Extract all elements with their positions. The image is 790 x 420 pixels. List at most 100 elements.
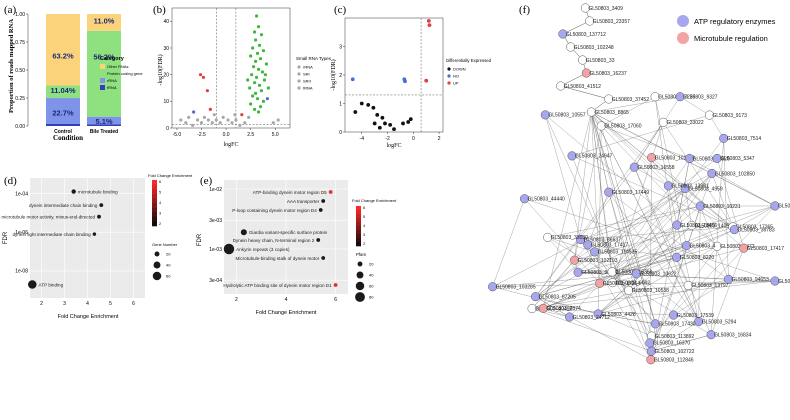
data-point	[259, 33, 264, 37]
network-node	[586, 107, 596, 117]
data-point	[375, 113, 380, 117]
network-edge	[711, 173, 733, 227]
colorbar-step	[152, 221, 157, 227]
data-point	[265, 97, 269, 101]
network-edge	[601, 96, 656, 127]
bubble-point	[28, 280, 37, 289]
network-node-label: GL50803_16237	[589, 71, 626, 77]
panel-f: (f) GL50803_3409 GL50803_23357 GL50803_137…	[488, 3, 790, 365]
network-edge	[591, 111, 699, 322]
panel-a-legend-label: Other RNAs	[107, 64, 129, 69]
network-edge	[608, 192, 699, 322]
data-point	[427, 23, 432, 28]
panel-a-data-label: 56.2%	[93, 53, 115, 62]
panel-c-ylabel: -log10(FDR)	[330, 59, 337, 90]
network-node-label: GL50803_10622	[639, 272, 676, 278]
network-node-label: GL50803_17060	[604, 124, 641, 130]
network-node	[687, 220, 697, 231]
network-node	[695, 201, 705, 211]
data-point	[258, 105, 263, 109]
panel-a-ytick-label: 0.50	[15, 68, 25, 74]
network-edge	[685, 188, 692, 226]
bubble-label: dynein light intermediate chain binding	[13, 232, 92, 237]
network-node	[567, 151, 577, 161]
colorbar-tick-label: 5	[363, 215, 365, 219]
network-edge	[686, 245, 718, 247]
colorbar-step	[356, 206, 361, 211]
data-point	[214, 118, 218, 122]
colorbar-tick-label: 4	[159, 201, 161, 205]
y-tick-label: 30	[163, 46, 169, 52]
network-edge	[591, 111, 735, 230]
network-edge	[591, 111, 776, 207]
network-node-label: GL50803_7874	[546, 306, 581, 312]
x-tick-label: -4	[360, 136, 365, 142]
data-point	[388, 122, 393, 127]
network-node	[681, 241, 691, 251]
network-node	[658, 117, 668, 127]
network-edge	[580, 239, 652, 360]
data-point	[205, 89, 209, 93]
colorbar-step	[152, 212, 157, 218]
data-point	[249, 102, 253, 106]
network-edge	[524, 198, 600, 284]
network-node-label: GL50803_33022	[666, 120, 703, 126]
data-point	[198, 73, 203, 77]
network-node-label: GL50803_40496	[535, 306, 572, 312]
network-edge	[611, 173, 713, 272]
panel-a-data-label: 11.0%	[94, 17, 115, 26]
y-tick-label: 0	[166, 126, 169, 132]
size-legend-bubble	[355, 292, 365, 302]
panel-d-xlabel: Fold Change Enrichment	[58, 314, 119, 320]
bubble-point	[240, 229, 247, 236]
network-node	[739, 243, 749, 253]
y-tick-label: 3e-04	[209, 278, 222, 284]
bubble-label: Giardia variant-specific surface protein	[249, 230, 328, 235]
colorbar-step	[152, 207, 157, 213]
data-point	[233, 113, 237, 117]
colorbar-tick-label: 5	[159, 191, 161, 195]
network-node	[578, 55, 588, 65]
data-point	[377, 125, 382, 130]
colorbar-tick-label: 3	[159, 212, 161, 216]
panel-d-colorbar-title: Fold Change Enrichment	[148, 173, 193, 178]
network-node-label: GL50803_5472	[720, 244, 755, 250]
panel-e-size-title: Pfam	[356, 252, 366, 257]
network-edge	[591, 111, 637, 274]
network-node-label: GL50803_17417	[591, 243, 628, 249]
bubble-label: Hydrolytic ATP binding site of dynein mo…	[223, 283, 332, 288]
data-point	[424, 78, 429, 83]
data-point	[252, 65, 256, 69]
bubble-label: dynein intermediate chain binding	[29, 203, 98, 208]
colorbar-tick-label: 2	[159, 222, 161, 226]
network-edge	[601, 125, 656, 324]
panel-a-label: (a)	[4, 4, 17, 16]
network-node	[694, 316, 704, 327]
network-edge	[578, 188, 686, 273]
y-tick-label: 10	[163, 99, 169, 105]
colorbar-step	[356, 222, 361, 227]
panel-e-xlabel: Fold Change Enrichment	[256, 310, 317, 316]
network-node	[530, 292, 541, 302]
network-edge	[663, 122, 733, 228]
network-edge	[612, 122, 664, 283]
bubble-point	[328, 190, 333, 194]
network-node-label: GL50803_17265	[736, 225, 773, 231]
data-point	[253, 59, 258, 63]
colorbar-step	[152, 216, 157, 222]
data-point	[221, 115, 225, 119]
network-edge	[654, 96, 677, 258]
data-point	[253, 38, 258, 42]
panel-a-bar-segment-trna	[46, 123, 80, 126]
x-tick-label: 4	[285, 297, 288, 303]
data-point	[187, 115, 191, 119]
network-edge	[545, 114, 678, 226]
network-edge	[612, 138, 724, 283]
network-edge	[676, 257, 712, 335]
network-edge	[601, 125, 718, 247]
x-tick-label: 3	[63, 301, 66, 307]
network-node-label: GL50803_44440	[528, 197, 565, 203]
size-legend-bubble	[154, 251, 160, 257]
network-node-label: GL50803_23420	[778, 279, 790, 285]
data-point	[191, 123, 195, 127]
